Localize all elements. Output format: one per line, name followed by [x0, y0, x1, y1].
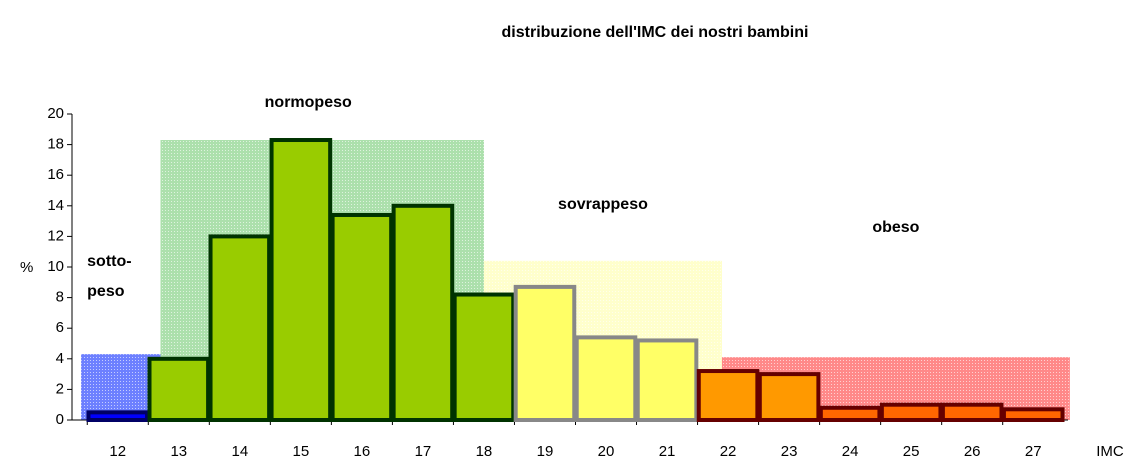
x-tick-label: 16 [354, 443, 371, 460]
x-tick-label: 20 [598, 443, 615, 460]
y-tick-label: 6 [56, 319, 64, 336]
y-tick-label: 20 [47, 105, 64, 122]
chart-title: distribuzione dell'IMC dei nostri bambin… [502, 24, 809, 41]
bar [208, 234, 272, 422]
x-tick-label: 17 [415, 443, 432, 460]
x-tick-label: 22 [720, 443, 737, 460]
bar [86, 410, 150, 423]
bar [818, 405, 882, 423]
bar [391, 203, 455, 422]
y-tick-label: 8 [56, 289, 64, 306]
y-tick-label: 12 [47, 227, 64, 244]
zone-label: peso [87, 283, 125, 300]
y-tick-label: 18 [47, 136, 64, 153]
x-tick-label: 26 [964, 443, 981, 460]
x-tick-label: 25 [903, 443, 920, 460]
x-tick-label: 14 [231, 443, 248, 460]
bar [513, 284, 577, 423]
y-tick-label: 0 [56, 411, 64, 428]
y-tick-label: 16 [47, 166, 64, 183]
bar [269, 138, 333, 422]
bar [574, 335, 638, 423]
x-tick-label: 15 [293, 443, 310, 460]
zone-label: sovrappeso [558, 196, 648, 213]
zone-label: normopeso [265, 94, 352, 111]
bar [330, 212, 394, 422]
bar [696, 369, 760, 423]
y-tick-label: 14 [47, 197, 64, 214]
bar [452, 292, 516, 423]
bar [940, 402, 1004, 423]
zone-label: obeso [872, 219, 919, 236]
x-tick-label: 21 [659, 443, 676, 460]
x-axis-label: IMC [1096, 443, 1124, 460]
bar [635, 338, 699, 422]
bar [879, 402, 943, 423]
zone-hatch [81, 354, 161, 420]
x-tick-label: 19 [537, 443, 554, 460]
zone-label: sotto- [87, 253, 131, 270]
y-tick-label: 10 [47, 258, 64, 275]
x-tick-label: 27 [1025, 443, 1042, 460]
bar [757, 372, 821, 423]
x-tick-label: 23 [781, 443, 798, 460]
y-tick-label: 2 [56, 380, 64, 397]
y-axis-label: % [20, 259, 33, 276]
x-tick-label: 12 [109, 443, 126, 460]
x-tick-label: 18 [476, 443, 493, 460]
x-tick-label: 13 [170, 443, 187, 460]
x-tick-label: 24 [842, 443, 859, 460]
y-tick-label: 4 [56, 350, 64, 367]
bar [147, 356, 211, 422]
bar [1001, 407, 1065, 423]
